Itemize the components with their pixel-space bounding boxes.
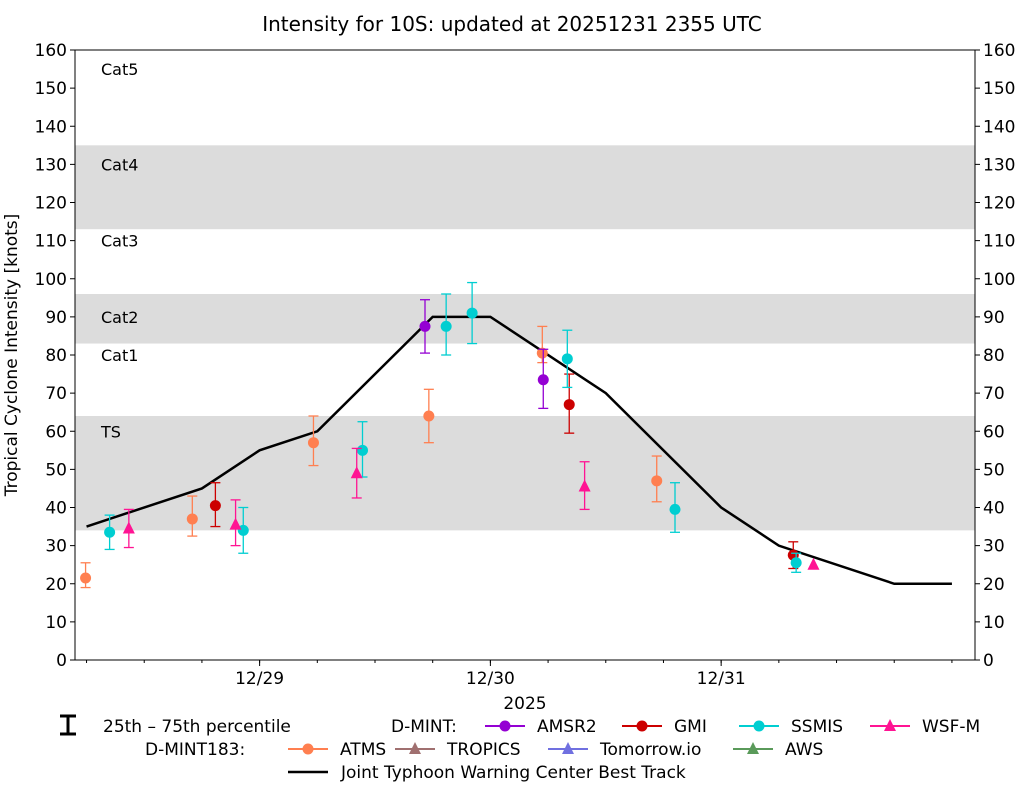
legend-label-amsr2: AMSR2 bbox=[537, 717, 597, 737]
data-point-amsr2 bbox=[419, 320, 431, 332]
best-track-line bbox=[86, 315, 952, 585]
category-label: Cat3 bbox=[101, 232, 138, 251]
y-tick-label-right: 10 bbox=[983, 613, 1005, 633]
y-tick-label: 40 bbox=[45, 499, 67, 519]
y-tick-label-right: 70 bbox=[983, 384, 1005, 404]
data-point-ssmis bbox=[466, 307, 478, 319]
y-tick-label-right: 110 bbox=[983, 232, 1015, 252]
data-point-atms bbox=[651, 475, 663, 487]
data-point-ssmis bbox=[669, 503, 681, 515]
plot-frame bbox=[74, 49, 976, 661]
data-point-wsf-m bbox=[229, 517, 242, 530]
data-point-gmi bbox=[563, 399, 575, 411]
y-tick-label: 70 bbox=[45, 384, 67, 404]
legend-marker-atms bbox=[302, 743, 314, 755]
legend-marker-amsr2 bbox=[499, 720, 511, 732]
data-point-amsr2 bbox=[537, 374, 549, 386]
data-point-ssmis bbox=[440, 320, 452, 332]
x-axis-label: 2025 bbox=[503, 694, 546, 714]
category-label: Cat1 bbox=[101, 346, 138, 365]
category-band bbox=[75, 145, 975, 230]
y-tick-label-right: 120 bbox=[983, 194, 1015, 214]
y-tick-label-right: 40 bbox=[983, 499, 1005, 519]
x-tick-label: 12/29 bbox=[235, 669, 284, 689]
data-point-ssmis bbox=[561, 353, 573, 365]
y-tick-label-right: 0 bbox=[983, 651, 994, 671]
data-point-wsf-m bbox=[122, 521, 135, 534]
legend-marker-gmi bbox=[636, 720, 648, 732]
data-point-wsf-m bbox=[350, 466, 363, 479]
data-point-wsf-m bbox=[807, 557, 820, 570]
data-point-atms bbox=[536, 347, 548, 359]
category-label: TS bbox=[100, 422, 121, 441]
legend-label-wsf-m: WSF-M bbox=[922, 717, 980, 737]
legend-label-atms: ATMS bbox=[340, 740, 386, 760]
legend-marker-wsf-m bbox=[884, 719, 896, 731]
y-tick-label: 150 bbox=[35, 79, 67, 99]
y-tick-label-right: 140 bbox=[983, 117, 1015, 137]
y-tick-label-right: 160 bbox=[983, 41, 1015, 61]
y-axis-label: Tropical Cyclone Intensity [knots] bbox=[2, 214, 22, 498]
category-band bbox=[75, 416, 975, 531]
legend-marker-ssmis bbox=[753, 720, 765, 732]
x-tick-label: 12/31 bbox=[697, 669, 746, 689]
y-tick-label-right: 60 bbox=[983, 422, 1005, 442]
y-tick-label-right: 50 bbox=[983, 460, 1005, 480]
data-point-gmi bbox=[209, 500, 221, 512]
y-tick-label: 50 bbox=[45, 460, 67, 480]
legend-label-gmi: GMI bbox=[674, 717, 707, 737]
chart-title: Intensity for 10S: updated at 20251231 2… bbox=[262, 12, 762, 36]
y-tick-label: 20 bbox=[45, 575, 67, 595]
y-tick-label: 30 bbox=[45, 537, 67, 557]
data-point-atms bbox=[307, 437, 319, 449]
x-tick-label: 12/30 bbox=[466, 669, 515, 689]
data-point-wsf-m bbox=[578, 479, 591, 492]
category-label: Cat2 bbox=[101, 308, 138, 327]
category-label: Cat5 bbox=[101, 60, 138, 79]
percentile-icon bbox=[60, 714, 76, 736]
y-tick-label-right: 130 bbox=[983, 155, 1015, 175]
category-band bbox=[75, 294, 975, 344]
y-tick-label: 60 bbox=[45, 422, 67, 442]
legend-marker-tropics bbox=[409, 742, 421, 754]
data-point-atms bbox=[423, 410, 435, 422]
legend-dmint183-label: D-MINT183: bbox=[145, 740, 245, 760]
legend-marker-aws bbox=[747, 742, 759, 754]
y-tick-label-right: 80 bbox=[983, 346, 1005, 366]
data-point-ssmis bbox=[790, 557, 802, 569]
y-tick-label: 0 bbox=[56, 651, 67, 671]
legend-dmint-label: D-MINT: bbox=[391, 717, 457, 737]
data-point-atms bbox=[186, 513, 198, 525]
legend-label-ssmis: SSMIS bbox=[791, 717, 843, 737]
y-tick-label: 100 bbox=[35, 270, 67, 290]
category-label: Cat4 bbox=[101, 155, 138, 174]
legend-percentile: 25th – 75th percentile bbox=[103, 717, 291, 737]
data-point-ssmis bbox=[104, 526, 116, 538]
y-tick-label-right: 150 bbox=[983, 79, 1015, 99]
y-tick-label: 90 bbox=[45, 308, 67, 328]
y-tick-label: 80 bbox=[45, 346, 67, 366]
legend: 25th – 75th percentile D-MINT: D-MINT183:… bbox=[60, 714, 980, 783]
y-tick-label: 130 bbox=[35, 155, 67, 175]
y-tick-label: 110 bbox=[35, 232, 67, 252]
legend-label-tomorrow-io: Tomorrow.io bbox=[599, 740, 701, 760]
y-tick-label: 120 bbox=[35, 194, 67, 214]
data-point-atms bbox=[80, 572, 92, 584]
legend-marker-tomorrow-io bbox=[562, 742, 574, 754]
legend-label-tropics: TROPICS bbox=[446, 740, 521, 760]
y-tick-label-right: 30 bbox=[983, 537, 1005, 557]
y-tick-label-right: 100 bbox=[983, 270, 1015, 290]
y-tick-label: 140 bbox=[35, 117, 67, 137]
y-tick-label: 160 bbox=[35, 41, 67, 61]
y-tick-label-right: 20 bbox=[983, 575, 1005, 595]
legend-label-best-track: Joint Typhoon Warning Center Best Track bbox=[340, 763, 686, 783]
y-tick-label-right: 90 bbox=[983, 308, 1005, 328]
data-point-ssmis bbox=[357, 444, 368, 456]
legend-label-aws: AWS bbox=[785, 740, 823, 760]
y-tick-label: 10 bbox=[45, 613, 67, 633]
